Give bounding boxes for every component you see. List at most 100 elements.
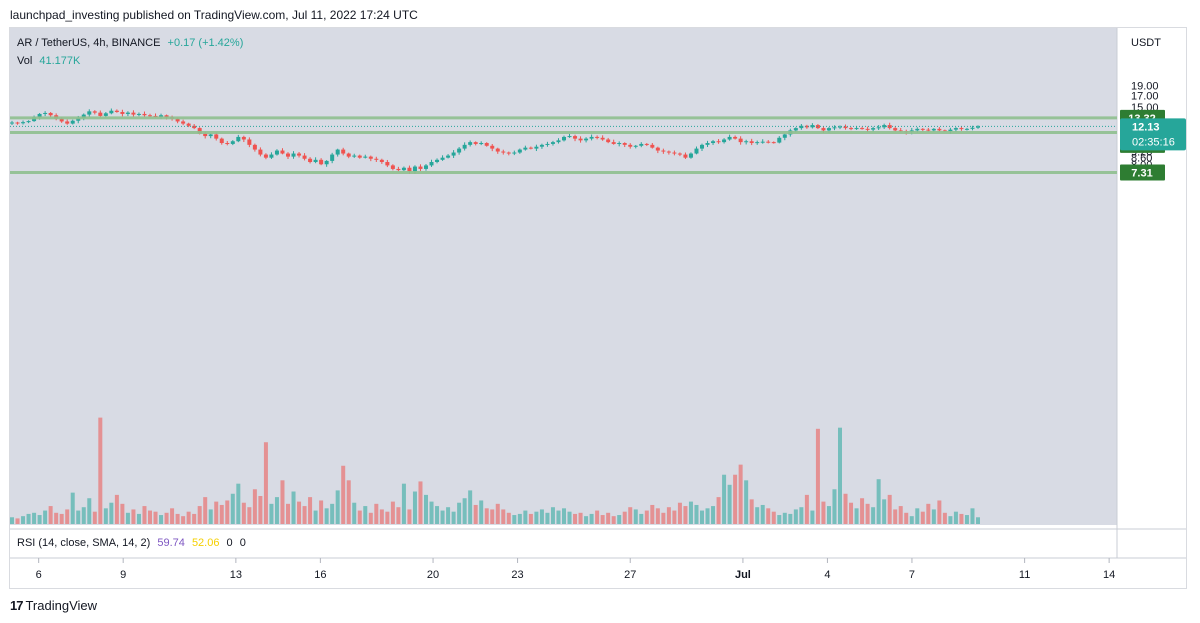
price-tag-label: 7.31 bbox=[1131, 167, 1152, 179]
x-tick-label: 20 bbox=[427, 569, 439, 581]
volume-bar bbox=[435, 506, 440, 524]
volume-bar bbox=[59, 513, 64, 524]
volume-bar bbox=[48, 506, 53, 524]
volume-bar bbox=[644, 510, 649, 524]
volume-bar bbox=[948, 516, 953, 524]
volume-bar bbox=[308, 497, 313, 524]
volume-bar bbox=[639, 513, 644, 524]
volume-bar bbox=[865, 503, 870, 524]
x-tick-label: 27 bbox=[624, 569, 636, 581]
candle-body bbox=[694, 148, 699, 154]
volume-bar bbox=[15, 518, 20, 524]
candle-body bbox=[644, 143, 649, 145]
volume-bar bbox=[241, 502, 246, 524]
candle-body bbox=[523, 147, 528, 150]
candle-body bbox=[595, 136, 600, 138]
volume-bar bbox=[904, 512, 909, 524]
candle-body bbox=[308, 158, 313, 163]
candle-body bbox=[760, 141, 765, 143]
volume-bar bbox=[330, 503, 335, 524]
volume-bar bbox=[81, 507, 86, 524]
candle-body bbox=[666, 151, 671, 153]
candle-body bbox=[534, 146, 539, 149]
candle-body bbox=[661, 150, 666, 152]
candle-body bbox=[341, 149, 346, 154]
volume-bar bbox=[959, 513, 964, 524]
volume-bar bbox=[826, 506, 831, 524]
candle-body bbox=[175, 118, 180, 122]
candle-body bbox=[164, 115, 169, 118]
candle-body bbox=[622, 143, 627, 145]
volume-bar bbox=[181, 516, 186, 524]
rsi-extra-2: 0 bbox=[239, 537, 246, 549]
tradingview-logo[interactable]: 17 TradingView bbox=[10, 598, 97, 613]
volume-bars bbox=[10, 417, 980, 524]
volume-bar bbox=[882, 499, 887, 524]
candle-body bbox=[970, 127, 975, 129]
candle-body bbox=[871, 128, 876, 130]
candle-body bbox=[136, 113, 141, 115]
candle-body bbox=[716, 141, 721, 143]
volume-bar bbox=[898, 506, 903, 524]
volume-bar bbox=[562, 508, 566, 524]
candle-body bbox=[672, 152, 677, 154]
volume-bar bbox=[230, 493, 235, 524]
publisher-line: launchpad_investing published on Trading… bbox=[10, 8, 418, 22]
current-price-tag bbox=[1120, 118, 1186, 151]
candle-body bbox=[103, 113, 108, 116]
volume-bar bbox=[799, 507, 804, 524]
candle-body bbox=[98, 112, 103, 116]
candle-body bbox=[335, 149, 340, 155]
candle-body bbox=[274, 150, 279, 155]
volume-bar bbox=[727, 484, 732, 524]
candle-body bbox=[10, 122, 14, 124]
rsi-extra-1: 0 bbox=[226, 537, 233, 549]
time-axis[interactable]: 6 9 13 16 20 23 27 Jul 4 7 11 14 bbox=[36, 558, 1116, 581]
candle-body bbox=[854, 128, 859, 130]
volume-bar bbox=[291, 491, 296, 524]
volume-bar bbox=[313, 510, 318, 524]
volume-bar bbox=[849, 502, 854, 524]
volume-bar bbox=[633, 509, 638, 524]
candle-body bbox=[479, 143, 484, 145]
candle-body bbox=[517, 149, 522, 153]
volume-bar bbox=[302, 506, 307, 524]
volume-bar bbox=[263, 442, 268, 524]
volume-bar bbox=[357, 510, 362, 524]
candle-body bbox=[181, 121, 186, 124]
volume-bar bbox=[937, 500, 942, 524]
volume-bar bbox=[142, 506, 147, 524]
rsi-legend[interactable]: RSI (14, close, SMA, 14, 2) 59.74 52.06 … bbox=[17, 537, 250, 549]
candle-body bbox=[396, 168, 401, 171]
volume-bar bbox=[153, 511, 158, 524]
volume-bar bbox=[109, 502, 114, 524]
volume-bar bbox=[517, 513, 522, 524]
candle-body bbox=[269, 154, 274, 158]
candle-body bbox=[722, 139, 727, 143]
volume-bar bbox=[32, 512, 37, 524]
symbol-legend[interactable]: AR / TetherUS, 4h, BINANCE +0.17 (+1.42%… bbox=[17, 37, 247, 49]
volume-bar bbox=[236, 483, 241, 524]
volume-bar bbox=[749, 499, 754, 524]
candle-body bbox=[192, 125, 197, 129]
candle-body bbox=[793, 128, 798, 131]
candle-body bbox=[931, 128, 936, 131]
candle-body bbox=[926, 129, 931, 131]
volume-bar bbox=[655, 508, 660, 524]
candle-body bbox=[512, 152, 517, 154]
volume-bar bbox=[722, 474, 727, 524]
candle-body bbox=[440, 157, 445, 160]
volume-bar bbox=[368, 512, 373, 524]
candle-body bbox=[302, 155, 307, 159]
volume-bar bbox=[716, 497, 721, 524]
candle-body bbox=[291, 153, 296, 157]
volume-legend[interactable]: Vol 41.177K bbox=[17, 55, 84, 67]
candle-body bbox=[556, 140, 561, 143]
candle-body bbox=[920, 128, 925, 130]
candle-body bbox=[59, 118, 64, 122]
volume-bar bbox=[606, 512, 611, 524]
candle-body bbox=[26, 121, 31, 123]
candle-body bbox=[964, 128, 969, 130]
candle-body bbox=[48, 112, 53, 116]
